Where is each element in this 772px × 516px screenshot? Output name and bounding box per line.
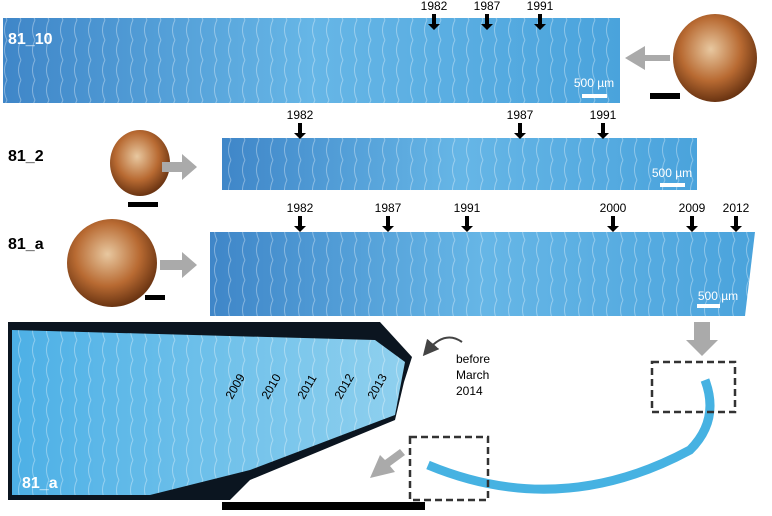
dashed-box [650, 360, 737, 414]
year-label: 2009 [679, 201, 706, 215]
year-arrow [607, 216, 619, 232]
year-arrow [382, 216, 394, 232]
year-label: 2012 [723, 201, 750, 215]
annotation: 2014 [456, 384, 483, 398]
specimen [426, 378, 715, 494]
scale-bar [582, 94, 607, 98]
year-label: 1982 [421, 0, 448, 13]
arrow [686, 322, 718, 356]
panel-label: 81_a [22, 475, 58, 492]
year-label: 1991 [454, 201, 481, 215]
growth-rings [3, 18, 620, 103]
year-label: 1991 [527, 0, 554, 13]
shell-photo [673, 14, 757, 102]
annotation: March [456, 368, 489, 382]
year-arrow [481, 14, 493, 30]
year-label: 1987 [375, 201, 402, 215]
year-arrow [428, 14, 440, 30]
year-arrow [686, 216, 698, 232]
scale-bar [697, 304, 720, 308]
year-arrow [294, 216, 306, 232]
scale-bar [650, 93, 680, 99]
shell-photo [110, 130, 170, 196]
scale-bar [145, 295, 165, 300]
arrow [160, 252, 197, 278]
panel-label: 81_2 [8, 148, 44, 165]
year-arrow [730, 216, 742, 232]
scale-label: 500 µm [652, 166, 692, 180]
panel-label: 81_a [8, 236, 44, 253]
growth-rings [222, 138, 697, 190]
annotation: before [456, 352, 490, 366]
scale-label: 500 µm [698, 289, 738, 303]
year-arrow [514, 123, 526, 139]
scale-bar [222, 502, 425, 510]
shell-photo [67, 219, 157, 307]
scale-label: 500 µm [574, 76, 614, 90]
year-label: 1982 [287, 201, 314, 215]
dashed-box [408, 435, 490, 502]
scale-bar [660, 183, 685, 187]
year-label: 1987 [507, 108, 534, 122]
growth-rings [12, 330, 405, 495]
year-label: 1991 [590, 108, 617, 122]
year-arrow [461, 216, 473, 232]
curved-arrow [422, 336, 463, 357]
year-arrow [534, 14, 546, 30]
arrow [370, 449, 405, 478]
scale-bar [128, 202, 158, 207]
year-label: 2000 [600, 201, 627, 215]
panel-label: 81_10 [8, 31, 53, 48]
growth-rings [210, 232, 755, 316]
year-label: 1982 [287, 108, 314, 122]
year-label: 1987 [474, 0, 501, 13]
arrow [162, 154, 197, 180]
arrow [625, 46, 670, 70]
year-arrow [597, 123, 609, 139]
year-arrow [294, 123, 306, 139]
